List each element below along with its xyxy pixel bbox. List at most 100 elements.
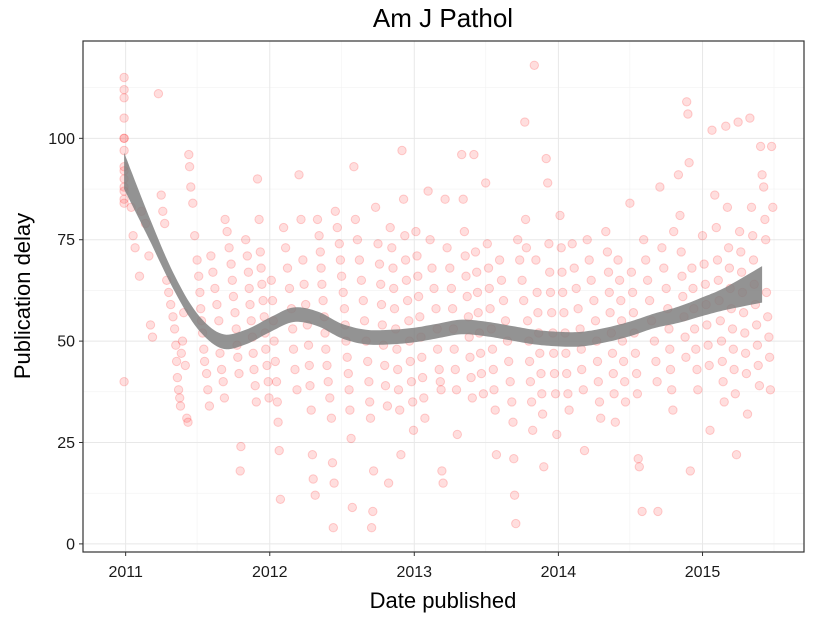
scatter-point <box>676 247 686 257</box>
scatter-point <box>459 226 470 237</box>
scatter-point <box>401 275 412 285</box>
plot-border <box>82 40 805 553</box>
scatter-point <box>404 316 414 326</box>
scatter-point <box>119 198 129 208</box>
scatter-point <box>460 251 470 261</box>
scatter-point <box>673 170 684 180</box>
scatter-point <box>368 506 378 517</box>
scatter-point <box>637 506 647 517</box>
scatter-point <box>338 287 348 298</box>
scatter-point <box>431 304 441 314</box>
scatter-point <box>746 202 757 213</box>
scatter-point <box>625 198 635 208</box>
scatter-point <box>366 523 377 533</box>
scatter-point <box>435 377 445 387</box>
scatter-point <box>475 348 486 358</box>
scatter-point <box>347 502 357 513</box>
scatter-point <box>697 231 708 241</box>
scatter-point <box>473 308 483 318</box>
scatter-point <box>216 364 227 375</box>
scatter-point <box>710 190 720 200</box>
scatter-point <box>184 149 194 160</box>
scatter-point <box>537 389 547 399</box>
scatter-point <box>571 283 581 294</box>
scatter-point <box>549 368 560 379</box>
scatter-point <box>365 413 376 423</box>
scatter-point <box>653 506 663 517</box>
scatter-point <box>376 299 387 310</box>
scatter-point <box>244 283 254 294</box>
scatter-point <box>722 202 733 213</box>
scatter-point <box>545 267 555 277</box>
scatter-point <box>515 255 525 265</box>
scatter-point <box>344 385 354 395</box>
scatter-point <box>632 389 643 399</box>
scatter-point <box>417 372 428 383</box>
scatter-point <box>705 425 715 435</box>
scatter-point <box>389 283 399 294</box>
scatter-point <box>212 299 222 310</box>
scatter-point <box>269 336 279 346</box>
scatter-point <box>255 247 265 257</box>
scatter-point <box>188 198 198 208</box>
scatter-point <box>593 377 603 387</box>
scatter-point <box>748 255 759 265</box>
scatter-point <box>630 348 641 358</box>
scatter-point <box>183 417 193 427</box>
scatter-point <box>226 259 236 269</box>
scatter-point <box>321 344 331 354</box>
scatter-point <box>182 413 192 423</box>
scatter-point <box>395 405 405 415</box>
scatter-point <box>153 89 164 99</box>
scatter-point <box>219 393 230 403</box>
scatter-point <box>466 372 476 383</box>
scatter-point <box>156 190 166 200</box>
scatter-point <box>186 182 196 192</box>
scatter-point <box>233 352 243 362</box>
scatter-point <box>524 356 535 367</box>
scatter-point <box>520 117 530 127</box>
scatter-point <box>429 283 439 294</box>
scatter-point <box>592 356 603 367</box>
scatter-point <box>536 368 546 379</box>
grid <box>83 41 804 552</box>
scatter-point <box>314 231 324 241</box>
scatter-point <box>405 356 415 367</box>
scatter-point <box>482 239 492 249</box>
scatter-point <box>556 243 566 253</box>
scatter-point <box>275 494 286 504</box>
scatter-point <box>442 243 452 253</box>
scatter-point <box>284 283 295 294</box>
scatter-point <box>224 243 234 253</box>
scatter-point <box>668 405 678 415</box>
scatter-point <box>569 263 579 273</box>
scatter-point <box>761 235 771 245</box>
scatter-point <box>723 243 734 253</box>
scatter-point <box>589 295 599 306</box>
scatter-point <box>577 364 587 375</box>
scatter-point <box>531 255 541 265</box>
scatter-point <box>655 182 665 192</box>
scatter-point <box>535 348 545 358</box>
scatter-point <box>413 271 423 281</box>
scatter-point <box>712 255 723 265</box>
scatter-point <box>334 239 344 249</box>
scatter-point <box>508 417 518 427</box>
scatter-point <box>252 174 263 184</box>
scatter-point <box>707 125 717 135</box>
scatter-point <box>243 267 254 277</box>
scatter-point <box>649 336 660 346</box>
scatter-point <box>282 263 293 273</box>
scatter-point <box>134 271 145 281</box>
scatter-point <box>692 364 702 375</box>
scatter-point <box>699 259 709 269</box>
scatter-point <box>267 295 278 306</box>
scatter-point <box>450 364 460 375</box>
scatter-point <box>373 239 383 249</box>
scatter-point <box>500 316 511 326</box>
scatter-point <box>669 226 679 237</box>
scatter-point <box>683 109 693 119</box>
scatter-point <box>659 263 669 273</box>
scatter-point <box>532 287 542 298</box>
scatter-point <box>210 283 220 294</box>
